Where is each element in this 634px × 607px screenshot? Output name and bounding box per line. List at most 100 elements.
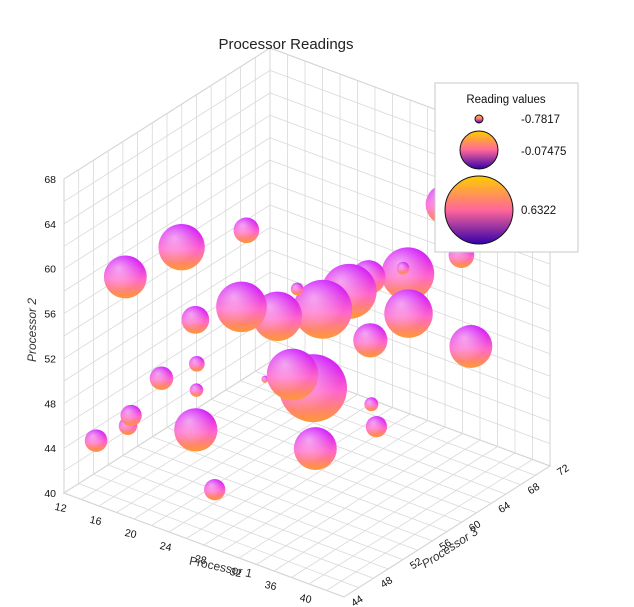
bubble <box>120 404 142 427</box>
y-tick-label: 52 <box>44 353 56 365</box>
x-tick-label: 32 <box>229 566 243 580</box>
legend: Reading values -0.7817 -0.07475 0.6322 <box>434 82 579 253</box>
gridline <box>152 436 433 542</box>
z-tick-label: 72 <box>555 462 571 479</box>
x-tick-label: 20 <box>124 527 138 541</box>
bubble-highlight <box>120 404 142 427</box>
gridline <box>211 399 492 504</box>
bubble-highlight <box>261 375 269 383</box>
gridline <box>63 70 271 202</box>
bubble-highlight <box>396 261 410 275</box>
x-tick-label: 16 <box>89 514 103 528</box>
bubble-highlight <box>290 282 304 296</box>
bubble <box>181 305 210 334</box>
gridline <box>63 249 271 382</box>
gridline <box>196 408 477 514</box>
x-tick-label: 36 <box>264 579 278 593</box>
x-tick-label: 24 <box>159 540 173 554</box>
z-tick-label: 68 <box>526 481 542 498</box>
bubble-highlight <box>149 366 174 390</box>
y-tick-label: 68 <box>44 174 56 186</box>
x-tick-label: 28 <box>194 553 208 567</box>
gridline <box>225 389 506 495</box>
bubble-highlight <box>365 416 388 438</box>
gridline <box>63 227 271 359</box>
bubble-highlight <box>189 383 204 397</box>
bubble-highlight <box>364 397 379 412</box>
bubble-highlight <box>103 255 147 299</box>
legend-label-medium: -0.07475 <box>521 146 566 158</box>
bubble <box>261 375 269 383</box>
bubbles <box>84 184 493 501</box>
bubble-highlight <box>293 427 337 471</box>
y-tick-label: 48 <box>44 398 56 410</box>
gridline <box>137 445 418 551</box>
gridline <box>63 137 271 270</box>
bubble-highlight <box>293 279 353 339</box>
bubble <box>174 408 218 452</box>
gridline <box>108 464 389 570</box>
bubble-highlight <box>84 429 108 452</box>
z-tick-label: 56 <box>437 537 453 554</box>
bubble <box>293 427 337 471</box>
bubble-highlight <box>266 348 319 401</box>
bubble <box>84 429 108 452</box>
bubble <box>266 348 319 401</box>
bubble <box>353 323 388 358</box>
y-tick-label: 56 <box>44 309 56 321</box>
bubble-highlight <box>384 289 433 338</box>
bubble <box>365 416 388 438</box>
bubble-highlight <box>204 479 226 501</box>
bubble <box>188 355 205 372</box>
gridline <box>63 114 271 247</box>
legend-swatch-medium <box>459 130 499 170</box>
bubble <box>233 217 260 244</box>
y-tick-label: 44 <box>44 443 56 455</box>
bubble <box>293 279 353 339</box>
legend-title: Reading values <box>466 94 546 106</box>
gridline <box>93 473 374 579</box>
z-tick-label: 60 <box>467 518 483 535</box>
bubble-highlight <box>449 325 493 368</box>
y-tick-label: 40 <box>44 488 56 500</box>
bubble-highlight <box>216 281 267 333</box>
bubble <box>290 282 304 296</box>
y-tick-label: 60 <box>44 264 56 276</box>
x-tick-label: 12 <box>54 501 68 515</box>
gridline <box>166 427 448 532</box>
bubble-highlight <box>174 408 218 452</box>
bubble <box>216 281 267 333</box>
bubble-highlight <box>353 323 388 358</box>
bubble-highlight <box>188 355 205 372</box>
x-tick-label: 40 <box>299 592 313 606</box>
y-axis-label: Processor 2 <box>25 298 39 362</box>
legend-swatch-large <box>444 175 514 245</box>
legend-label-large: 0.6322 <box>521 205 556 217</box>
gridline <box>122 455 403 560</box>
gridline <box>63 92 271 225</box>
gridline <box>63 492 345 598</box>
gridline <box>78 483 359 589</box>
bubble <box>449 325 493 368</box>
z-tick-label: 52 <box>408 556 424 573</box>
legend-swatch-small <box>474 114 484 124</box>
bubble-highlight <box>233 217 260 244</box>
z-tick-label: 44 <box>349 593 365 607</box>
x-tick-label: 44 <box>334 605 348 607</box>
bubble-highlight <box>158 224 205 271</box>
z-tick-label: 64 <box>496 499 512 516</box>
gridline <box>269 182 551 287</box>
legend-label-small: -0.7817 <box>521 114 560 126</box>
chart-title: Processor Readings <box>218 36 353 53</box>
bubble-highlight <box>381 247 435 301</box>
bubble <box>364 397 379 412</box>
bubble-highlight <box>181 305 210 334</box>
gridline <box>63 47 271 180</box>
bubble <box>149 366 174 390</box>
bubble <box>204 479 226 501</box>
bubble <box>103 255 147 299</box>
gridline <box>181 417 462 523</box>
gridline <box>63 159 271 292</box>
